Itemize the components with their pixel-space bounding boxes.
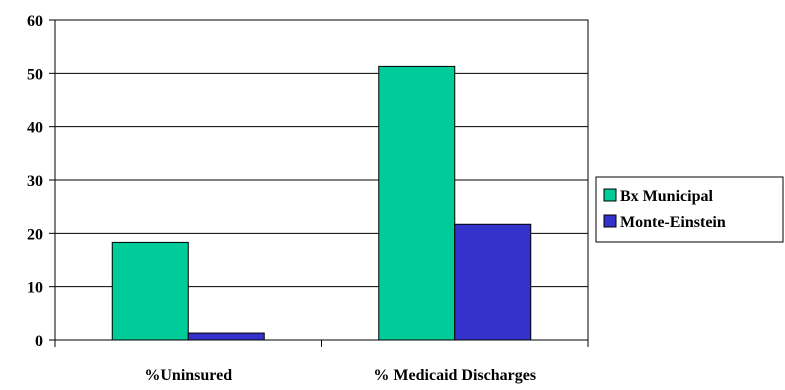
y-tick-label: 60 — [27, 13, 43, 30]
legend-box — [595, 176, 784, 243]
axes — [49, 19, 589, 347]
bar-bx-municipal — [111, 241, 189, 341]
y-tick-labels: 0 10 20 30 40 50 60 — [27, 13, 43, 350]
bars — [111, 65, 532, 341]
y-tick-label: 20 — [27, 226, 43, 243]
bar-bx-municipal — [378, 65, 456, 341]
x-category-labels: %Uninsured % Medicaid Discharges — [144, 367, 536, 384]
bar-monte-einstein — [187, 332, 265, 341]
legend-swatch-bx-municipal — [603, 188, 617, 202]
x-category-label: %Uninsured — [144, 367, 232, 384]
y-tick-label: 30 — [27, 173, 43, 190]
legend-swatch-monte-einstein — [603, 214, 617, 228]
y-tick-label: 10 — [27, 280, 43, 297]
bar-monte-einstein — [454, 223, 532, 341]
x-category-label: % Medicaid Discharges — [373, 367, 536, 384]
y-tick-label: 40 — [27, 120, 43, 137]
legend: Bx Municipal Monte-Einstein — [595, 176, 784, 243]
y-tick-label: 50 — [27, 66, 43, 83]
y-tick-label: 0 — [35, 333, 43, 350]
legend-label: Bx Municipal — [620, 188, 713, 205]
legend-label: Monte-Einstein — [620, 214, 726, 231]
